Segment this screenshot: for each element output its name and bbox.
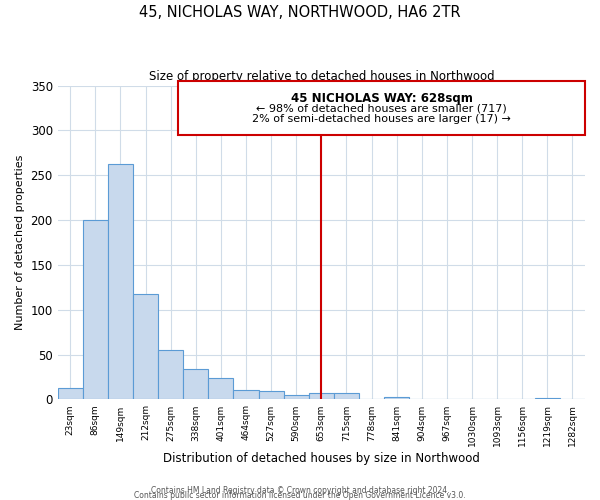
Bar <box>133 294 158 400</box>
Bar <box>334 393 359 400</box>
Bar <box>58 388 83 400</box>
Text: Contains HM Land Registry data © Crown copyright and database right 2024.: Contains HM Land Registry data © Crown c… <box>151 486 449 495</box>
Bar <box>259 392 284 400</box>
Bar <box>208 378 233 400</box>
Bar <box>535 398 560 400</box>
Bar <box>309 393 334 400</box>
Bar <box>233 390 259 400</box>
Text: Contains public sector information licensed under the Open Government Licence v3: Contains public sector information licen… <box>134 491 466 500</box>
Bar <box>83 220 108 400</box>
Bar <box>158 350 183 400</box>
Text: ← 98% of detached houses are smaller (717): ← 98% of detached houses are smaller (71… <box>256 104 507 114</box>
Text: 2% of semi-detached houses are larger (17) →: 2% of semi-detached houses are larger (1… <box>252 114 511 124</box>
Y-axis label: Number of detached properties: Number of detached properties <box>15 155 25 330</box>
FancyBboxPatch shape <box>178 81 585 135</box>
Bar <box>108 164 133 400</box>
Bar <box>284 395 309 400</box>
Text: 45, NICHOLAS WAY, NORTHWOOD, HA6 2TR: 45, NICHOLAS WAY, NORTHWOOD, HA6 2TR <box>139 5 461 20</box>
Bar <box>183 369 208 400</box>
Text: 45 NICHOLAS WAY: 628sqm: 45 NICHOLAS WAY: 628sqm <box>290 92 473 105</box>
Title: Size of property relative to detached houses in Northwood: Size of property relative to detached ho… <box>149 70 494 83</box>
X-axis label: Distribution of detached houses by size in Northwood: Distribution of detached houses by size … <box>163 452 480 465</box>
Bar <box>384 397 409 400</box>
